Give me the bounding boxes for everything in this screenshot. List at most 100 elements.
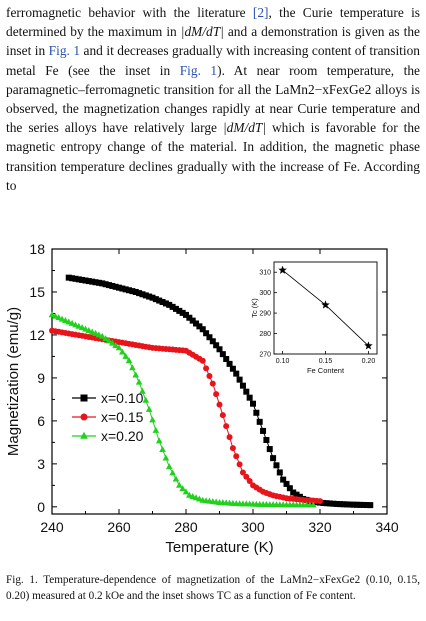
data-point (196, 323, 203, 330)
data-point (219, 351, 226, 358)
inset-data-point (364, 341, 373, 350)
y-tick-label: 9 (37, 370, 45, 386)
reference-link[interactable]: [2] (252, 5, 269, 20)
legend-label: x=0.10 (101, 390, 144, 406)
legend-label: x=0.20 (101, 428, 144, 444)
data-point (155, 437, 163, 444)
x-axis-label: Temperature (K) (165, 539, 273, 556)
inset-x-tick-label: 0.20 (362, 358, 376, 365)
data-point (142, 292, 149, 299)
data-point (172, 475, 180, 482)
data-point (239, 382, 246, 389)
data-point (135, 378, 143, 385)
y-tick-label: 15 (29, 284, 45, 300)
data-point (199, 326, 206, 333)
data-point (213, 342, 220, 349)
legend-marker (80, 431, 88, 439)
data-point (320, 499, 327, 506)
data-point (62, 317, 69, 324)
data-point (243, 388, 250, 395)
data-point (219, 412, 226, 419)
data-point (186, 314, 193, 321)
data-point (263, 436, 270, 443)
y-tick-label: 18 (29, 241, 45, 257)
data-point (159, 299, 166, 305)
data-point (179, 485, 186, 492)
figure-link[interactable]: Fig. 1 (48, 43, 81, 59)
data-point (82, 277, 89, 284)
data-point (226, 434, 233, 441)
data-point (216, 346, 223, 353)
data-point (293, 491, 300, 498)
data-point (182, 488, 190, 495)
data-point (112, 283, 119, 290)
data-point (333, 500, 340, 507)
data-point (162, 300, 169, 307)
data-point (193, 320, 200, 327)
data-point (256, 418, 263, 425)
data-point (145, 405, 153, 412)
data-point (213, 391, 220, 398)
data-point (199, 357, 206, 364)
figure-link[interactable]: Fig. 1 (179, 62, 218, 78)
data-point (79, 276, 86, 283)
data-point (327, 500, 334, 507)
data-point (226, 360, 233, 367)
data-point (105, 337, 113, 344)
data-point (360, 501, 367, 508)
data-point (72, 321, 79, 328)
data-point (330, 500, 337, 507)
data-point (343, 501, 350, 508)
inset-data-point (278, 265, 287, 274)
data-point (162, 454, 170, 461)
data-point (337, 501, 344, 508)
x-tick-label: 260 (107, 519, 131, 535)
data-point (283, 480, 290, 487)
data-point (236, 461, 243, 468)
data-point (209, 380, 216, 387)
data-point (206, 373, 213, 380)
inset-y-tick-label: 300 (259, 290, 271, 297)
data-point (89, 278, 96, 285)
y-tick-label: 0 (37, 499, 45, 515)
inset-x-axis-label: Fe Content (307, 366, 345, 375)
data-point (132, 371, 140, 378)
data-point (88, 328, 96, 335)
data-point (246, 478, 253, 485)
data-point (82, 325, 89, 332)
data-point (323, 500, 330, 507)
data-point (129, 364, 136, 371)
data-point (152, 426, 160, 433)
data-point (75, 276, 82, 283)
data-point (95, 331, 103, 338)
data-point (229, 445, 236, 452)
inset-y-tick-label: 290 (259, 311, 271, 318)
legend-marker (80, 394, 88, 402)
inset-x-tick-label: 0.10 (276, 358, 290, 365)
data-point (109, 339, 116, 346)
data-point (236, 376, 243, 383)
data-point (203, 330, 210, 337)
data-point (149, 294, 156, 301)
data-point (169, 469, 176, 476)
data-point (233, 453, 240, 460)
inset-y-tick-label: 270 (259, 352, 271, 359)
data-point (273, 462, 280, 469)
data-point (266, 446, 273, 453)
y-tick-label: 6 (37, 413, 45, 429)
data-point (119, 285, 126, 292)
data-point (139, 291, 146, 298)
data-point (229, 365, 236, 372)
data-point (85, 327, 93, 334)
data-point (65, 318, 73, 325)
inset-plot: 0.10 0.15 0.20 270 280 290 300 310 Fe Content Tc … (250, 261, 378, 375)
data-point (246, 394, 253, 401)
data-point (68, 319, 76, 326)
data-point (72, 275, 79, 282)
data-point (280, 476, 287, 483)
data-point (98, 332, 106, 339)
data-point (183, 311, 189, 318)
data-point (189, 317, 196, 324)
data-point (276, 469, 283, 476)
data-point (260, 427, 267, 434)
